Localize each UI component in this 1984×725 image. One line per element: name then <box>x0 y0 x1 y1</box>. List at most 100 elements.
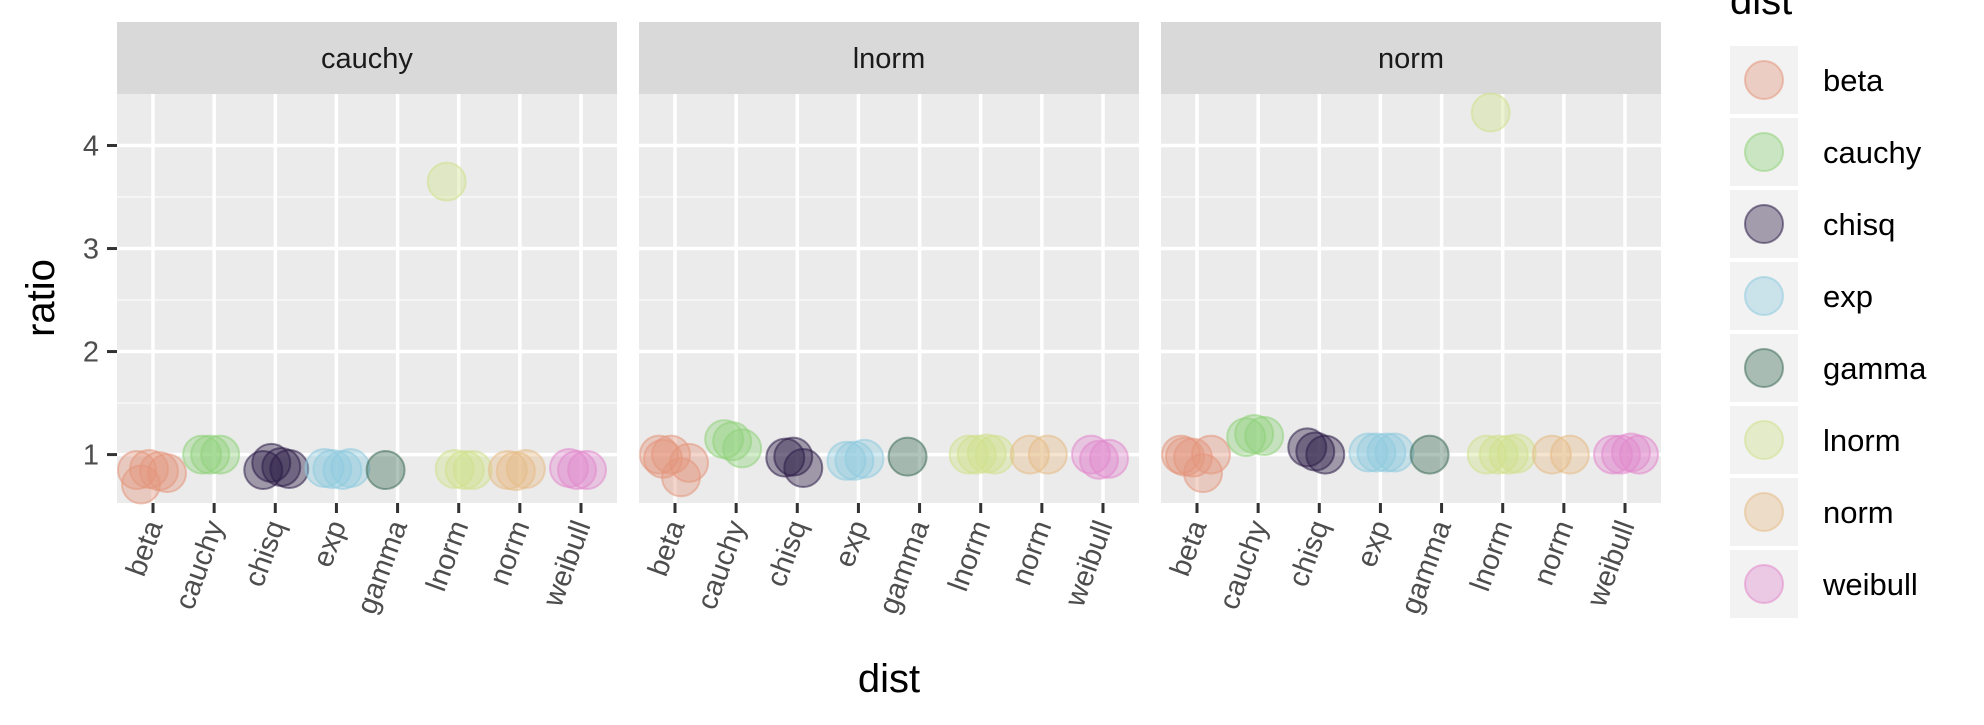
strip-background <box>117 22 617 94</box>
legend-key <box>1744 132 1784 172</box>
data-point <box>117 450 157 491</box>
x-tick-label: exp <box>1351 516 1397 571</box>
data-point <box>1234 413 1275 454</box>
data-point <box>887 436 928 477</box>
data-point <box>452 450 493 491</box>
data-point <box>1470 92 1511 133</box>
legend-key-background <box>1730 262 1798 330</box>
x-tick-label: cauchy <box>169 516 231 614</box>
data-point <box>330 447 371 488</box>
y-tick-label: 3 <box>83 234 99 266</box>
legend-key-background <box>1730 118 1798 186</box>
data-point <box>1466 434 1507 475</box>
legend: beta cauchy chisq exp gamma lnorm norm weibull <box>1730 46 1927 618</box>
legend-label: exp <box>1823 279 1873 314</box>
data-point <box>426 161 467 202</box>
legend-key-background <box>1730 46 1798 114</box>
data-point <box>147 453 187 494</box>
data-point <box>200 434 241 475</box>
x-tick-label: norm <box>484 516 537 589</box>
legend-item-weibull: weibull <box>1730 550 1918 618</box>
x-tick-label: chisq <box>239 516 292 591</box>
legend-key-background <box>1730 406 1798 474</box>
x-tick-label: lnorm <box>1464 516 1519 595</box>
data-point <box>669 442 709 483</box>
legend-key <box>1744 492 1784 532</box>
strip-label: cauchy <box>321 43 413 75</box>
x-tick-label: norm <box>1006 516 1059 589</box>
data-point <box>1161 434 1201 475</box>
legend-item-exp: exp <box>1730 262 1873 330</box>
x-axis-title: dist <box>858 657 920 701</box>
legend-item-gamma: gamma <box>1730 334 1927 402</box>
x-tick-label: weibull <box>537 516 598 611</box>
data-point <box>1027 434 1068 475</box>
data-point <box>567 450 607 491</box>
legend-item-lnorm: lnorm <box>1730 406 1901 474</box>
x-tick-label: exp <box>307 516 353 571</box>
data-point <box>1295 431 1336 472</box>
x-tick-label: weibull <box>1059 516 1120 611</box>
x-tick-label: cauchy <box>1213 516 1275 614</box>
data-point <box>1191 434 1231 475</box>
x-tick-label: chisq <box>761 516 814 591</box>
x-tick-label: beta <box>642 516 692 581</box>
data-point <box>1619 434 1659 475</box>
y-axis-title: ratio <box>19 259 63 337</box>
legend-label: chisq <box>1823 207 1895 242</box>
legend-item-chisq: chisq <box>1730 190 1895 258</box>
data-point <box>495 451 536 492</box>
x-tick-label: lnorm <box>420 516 475 595</box>
strip-background <box>639 22 1139 94</box>
x-tick-label: gamma <box>351 516 414 619</box>
legend-key-background <box>1730 550 1798 618</box>
legend-item-beta: beta <box>1730 46 1884 114</box>
legend-label: weibull <box>1822 567 1918 602</box>
x-tick-label: cauchy <box>691 516 753 614</box>
data-point <box>1089 438 1129 479</box>
legend-key <box>1744 60 1784 100</box>
data-point <box>639 434 679 475</box>
legend-key-background <box>1730 478 1798 546</box>
data-point <box>773 436 814 477</box>
legend-key-background <box>1730 334 1798 402</box>
legend-key <box>1744 348 1784 388</box>
data-point <box>365 450 406 491</box>
x-tick-label: beta <box>120 516 170 581</box>
y-tick-label: 1 <box>83 440 99 472</box>
data-point <box>974 434 1015 475</box>
data-point <box>834 440 875 481</box>
legend-title: dist <box>1730 0 1792 23</box>
legend-label: gamma <box>1823 351 1927 386</box>
data-point <box>1496 433 1537 474</box>
legend-key-background <box>1730 190 1798 258</box>
x-tick-label: beta <box>1164 516 1214 581</box>
legend-label: beta <box>1823 63 1884 98</box>
legend-label: lnorm <box>1823 423 1901 458</box>
y-axis: 1 2 3 4 <box>83 131 117 472</box>
panel-background <box>639 94 1139 503</box>
legend-key <box>1744 204 1784 244</box>
data-point <box>712 421 753 462</box>
legend-item-norm: norm <box>1730 478 1894 546</box>
x-tick-label: gamma <box>873 516 936 619</box>
legend-key <box>1744 420 1784 460</box>
strip-label: lnorm <box>853 43 926 75</box>
x-tick-label: chisq <box>1283 516 1336 591</box>
data-point <box>1549 434 1590 475</box>
strip-label: norm <box>1378 43 1444 75</box>
data-point <box>1079 439 1119 480</box>
data-point <box>1374 432 1415 473</box>
legend-key <box>1744 276 1784 316</box>
y-tick-label: 2 <box>83 337 99 369</box>
x-tick-label: exp <box>829 516 875 571</box>
y-tick-label: 4 <box>83 131 99 163</box>
data-point <box>190 434 231 475</box>
x-tick-label: lnorm <box>942 516 997 595</box>
legend-label: cauchy <box>1823 135 1922 170</box>
